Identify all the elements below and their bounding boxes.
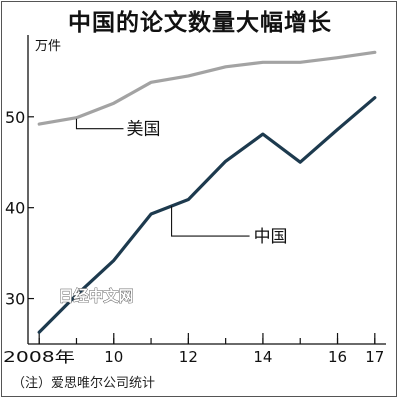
series-layer — [37, 50, 377, 334]
y-tick-label: 50 — [5, 108, 25, 127]
x-tick-label: 2008年 — [3, 348, 75, 366]
x-tick-label: 12 — [179, 348, 198, 366]
series-label-usa: 美国 — [126, 120, 160, 140]
chart-title: 中国的论文数量大幅增长 — [68, 10, 332, 36]
y-tick-label: 30 — [5, 290, 25, 309]
watermark: 日经中文网 — [58, 287, 133, 305]
series-line-usa — [37, 50, 377, 126]
x-tick-label: 16 — [328, 348, 347, 366]
axes: 万件 30 40 50 2008年 10 12 14 16 17 — [3, 35, 386, 366]
x-tick-label: 10 — [104, 348, 123, 366]
y-tick-label: 40 — [5, 199, 25, 218]
series-label-china: 中国 — [254, 227, 288, 247]
y-axis-unit: 万件 — [35, 39, 61, 54]
leader-line-china — [171, 206, 250, 237]
x-tick-label: 17 — [365, 348, 384, 366]
x-tick-label: 14 — [253, 348, 272, 366]
source-note: （注）爱思唯尔公司统计 — [12, 376, 156, 391]
series-line-china — [37, 96, 377, 334]
leader-line-usa — [75, 118, 124, 130]
